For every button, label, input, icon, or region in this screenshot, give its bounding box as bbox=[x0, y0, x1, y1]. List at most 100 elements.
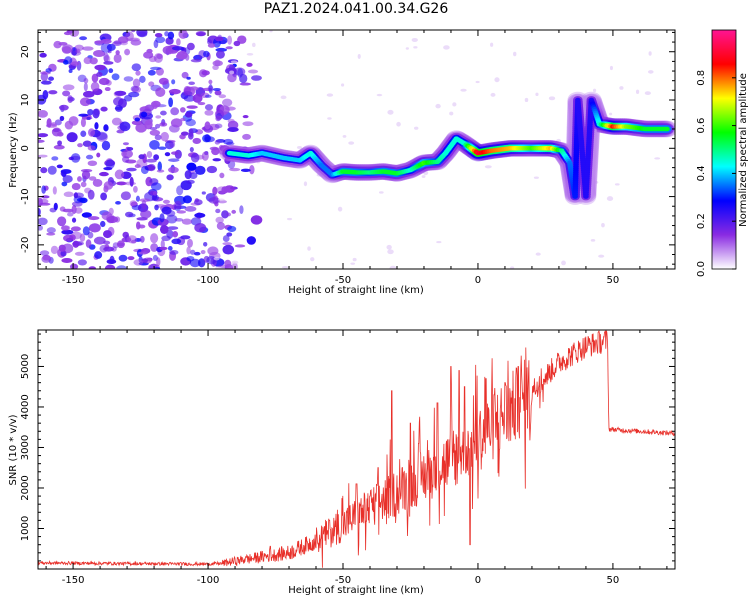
noise-blob bbox=[99, 171, 109, 177]
noise-blob bbox=[79, 233, 86, 242]
noise-blob bbox=[213, 256, 220, 261]
noise-blob bbox=[524, 97, 529, 103]
spectrogram-x-tick-label: -150 bbox=[62, 275, 85, 286]
colorbar-label: Normalized spectral amplitude bbox=[738, 73, 749, 227]
noise-blob bbox=[47, 165, 57, 175]
noise-blob bbox=[148, 55, 157, 63]
colorbar-tick-label: 0.2 bbox=[696, 213, 707, 229]
noise-blob bbox=[157, 146, 167, 150]
noise-blob bbox=[90, 81, 100, 92]
noise-blob bbox=[131, 120, 143, 126]
noise-blob bbox=[61, 229, 74, 235]
noise-blob bbox=[69, 263, 79, 269]
noise-blob bbox=[435, 103, 441, 109]
noise-blob bbox=[116, 265, 127, 269]
noise-blob bbox=[654, 157, 661, 160]
noise-blob bbox=[42, 254, 51, 261]
snr-y-axis-label: SNR (10 * v/v) bbox=[8, 414, 19, 485]
noise-blob bbox=[80, 130, 87, 137]
noise-blob bbox=[229, 167, 241, 172]
noise-blob bbox=[79, 97, 91, 107]
noise-blob bbox=[352, 257, 357, 262]
noise-blob bbox=[219, 172, 225, 179]
noise-blob bbox=[120, 191, 131, 201]
noise-blob bbox=[233, 40, 241, 47]
noise-blob bbox=[129, 176, 134, 187]
noise-blob bbox=[157, 161, 162, 172]
noise-blob bbox=[41, 185, 46, 194]
noise-blob bbox=[592, 88, 597, 93]
noise-blob bbox=[67, 95, 73, 104]
noise-blob bbox=[222, 235, 230, 242]
noise-blob bbox=[58, 41, 68, 46]
noise-blob bbox=[116, 181, 127, 186]
noise-blob bbox=[50, 245, 59, 255]
noise-blob bbox=[357, 53, 361, 59]
noise-blob bbox=[171, 46, 184, 51]
noise-blob bbox=[490, 92, 496, 97]
noise-blob bbox=[189, 146, 194, 153]
noise-blob bbox=[88, 266, 96, 269]
noise-blob bbox=[212, 87, 221, 92]
noise-blob bbox=[227, 118, 235, 124]
noise-blob bbox=[197, 101, 206, 106]
noise-blob bbox=[169, 249, 179, 255]
noise-blob bbox=[139, 75, 146, 83]
noise-blob bbox=[140, 209, 152, 219]
noise-blob bbox=[57, 216, 67, 227]
noise-blob bbox=[533, 176, 539, 179]
snr-x-tick-label: 50 bbox=[607, 575, 620, 586]
noise-blob bbox=[303, 181, 308, 187]
noise-blob bbox=[535, 92, 539, 97]
noise-blob bbox=[224, 259, 232, 268]
noise-blob bbox=[203, 241, 208, 247]
noise-blob bbox=[166, 229, 174, 239]
noise-blob bbox=[42, 90, 49, 100]
noise-blob bbox=[38, 139, 45, 143]
noise-blob bbox=[214, 139, 221, 145]
noise-blob bbox=[598, 254, 605, 258]
noise-blob bbox=[103, 230, 112, 239]
noise-blob bbox=[103, 61, 114, 65]
noise-blob bbox=[159, 122, 168, 127]
noise-blob bbox=[71, 182, 81, 191]
noise-blob bbox=[184, 170, 192, 180]
noise-blob bbox=[114, 216, 121, 223]
noise-blob bbox=[188, 128, 194, 137]
noise-blob bbox=[209, 146, 219, 151]
snr-series-line bbox=[38, 330, 675, 568]
noise-blob bbox=[411, 37, 418, 42]
noise-blob bbox=[111, 246, 117, 252]
noise-blob bbox=[80, 117, 86, 128]
noise-blob bbox=[64, 120, 74, 130]
noise-blob bbox=[204, 104, 213, 111]
noise-blob bbox=[221, 210, 229, 219]
noise-blob bbox=[256, 159, 261, 164]
noise-blob bbox=[88, 176, 97, 181]
noise-blob bbox=[644, 91, 651, 96]
noise-blob bbox=[145, 158, 157, 163]
noise-blob bbox=[139, 235, 145, 243]
spectrogram-x-axis-label: Height of straight line (km) bbox=[288, 285, 424, 296]
noise-blob bbox=[171, 151, 179, 155]
noise-blob bbox=[510, 266, 515, 269]
noise-blob bbox=[156, 53, 163, 60]
noise-blob bbox=[326, 93, 334, 97]
noise-blob bbox=[234, 244, 246, 248]
noise-blob bbox=[246, 62, 253, 67]
snr-y-tick-label: 1000 bbox=[20, 516, 31, 541]
noise-blob bbox=[134, 117, 141, 122]
noise-blob bbox=[48, 76, 54, 81]
noise-blob bbox=[648, 51, 652, 56]
spectrogram-y-tick-label: 10 bbox=[20, 94, 31, 107]
noise-blob bbox=[601, 222, 605, 228]
snr-panel: -150 -100 -50 0 50 1000 2000 3000 4000 5000 Heigh… bbox=[8, 329, 676, 596]
noise-blob bbox=[140, 165, 149, 175]
noise-blob bbox=[350, 262, 356, 265]
noise-blob bbox=[178, 30, 188, 39]
noise-blob bbox=[389, 265, 397, 269]
noise-blob bbox=[135, 195, 140, 202]
noise-blob bbox=[337, 206, 343, 212]
noise-blob bbox=[490, 42, 494, 47]
